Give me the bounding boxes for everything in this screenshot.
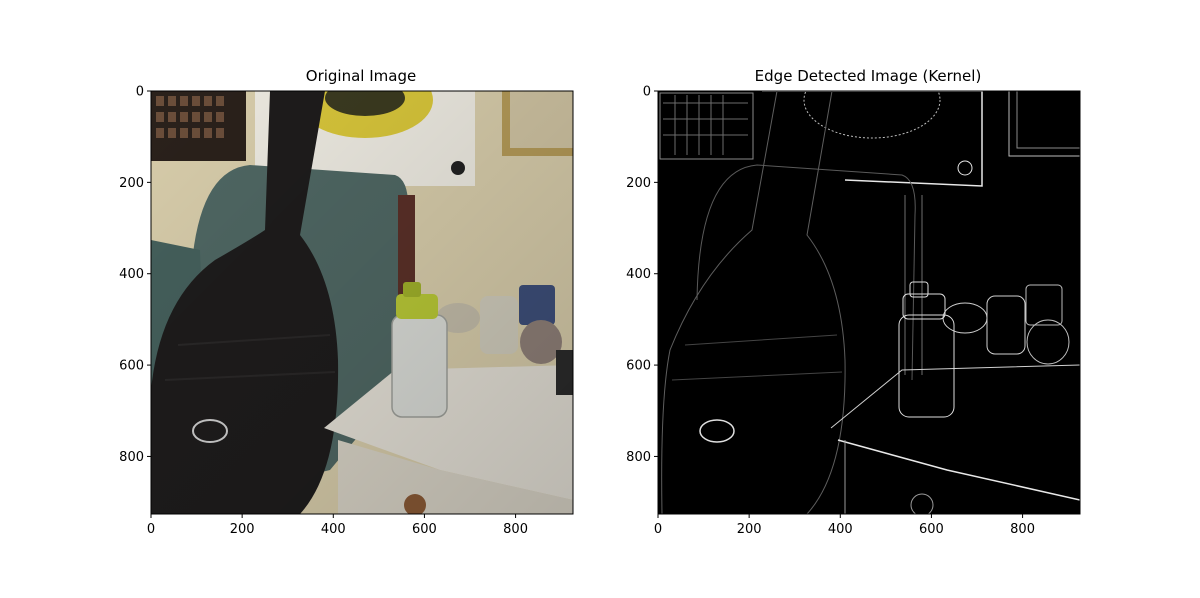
y-tick-label: 800 (626, 450, 651, 465)
x-tick-label: 200 (737, 522, 762, 537)
edge-detected-image (658, 91, 1080, 514)
x-tick-label: 400 (321, 522, 346, 537)
y-tick-label: 0 (136, 85, 144, 100)
x-tick-label: 800 (503, 522, 528, 537)
right-panel-title: Edge Detected Image (Kernel) (754, 67, 982, 85)
left-panel-title: Original Image (305, 67, 417, 85)
y-tick-label: 600 (626, 359, 651, 374)
y-tick-label: 400 (119, 267, 144, 282)
x-tick-label: 200 (230, 522, 255, 537)
y-tick-label: 0 (643, 85, 651, 100)
x-tick-label: 600 (412, 522, 437, 537)
y-tick-label: 400 (626, 267, 651, 282)
x-tick-label: 400 (828, 522, 853, 537)
y-tick-label: 200 (626, 176, 651, 191)
x-tick-label: 0 (147, 522, 155, 537)
right-axes-frame (657, 90, 1081, 515)
x-tick-label: 800 (1010, 522, 1035, 537)
original-image (151, 91, 573, 514)
left-axes-frame (150, 90, 574, 515)
y-tick-label: 200 (119, 176, 144, 191)
x-tick-label: 600 (919, 522, 944, 537)
y-tick-label: 600 (119, 359, 144, 374)
y-tick-label: 800 (119, 450, 144, 465)
x-tick-label: 0 (654, 522, 662, 537)
